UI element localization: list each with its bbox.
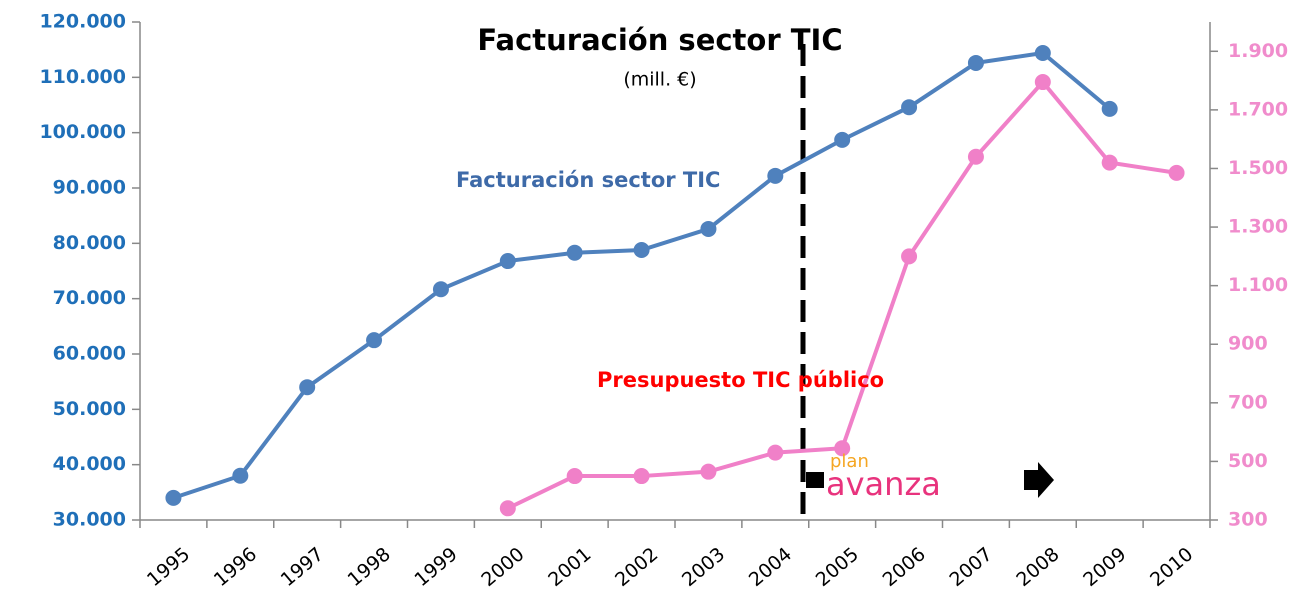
series-point <box>767 444 784 461</box>
series-point <box>834 131 851 148</box>
x-tick-label: 2001 <box>544 543 595 591</box>
x-tick-label: 2008 <box>1012 543 1063 591</box>
x-tick-label: 1995 <box>143 543 194 591</box>
series-point <box>1101 154 1118 171</box>
y-tick-label: 120.000 <box>39 11 126 33</box>
series-point <box>633 468 650 485</box>
y2-tick-label: 900 <box>1228 333 1268 355</box>
logo-arrow-left <box>806 472 824 488</box>
y-tick-label: 80.000 <box>53 232 126 254</box>
series-point <box>901 248 918 265</box>
x-tick-label: 1999 <box>411 543 462 591</box>
series-point <box>967 148 984 165</box>
series-point <box>1168 164 1185 181</box>
series-point <box>700 220 717 237</box>
series-point <box>901 99 918 116</box>
logo-arrow-right <box>1024 462 1054 498</box>
x-tick-label: 1997 <box>277 543 328 591</box>
series-label: Presupuesto TIC público <box>597 368 884 392</box>
series-point <box>1101 100 1118 117</box>
y-tick-label: 40.000 <box>53 453 126 475</box>
series-line <box>172 50 1111 500</box>
y-tick-label: 30.000 <box>53 509 126 531</box>
y2-tick-label: 1.100 <box>1228 274 1288 296</box>
x-tick-label: 2002 <box>611 543 662 591</box>
y2-tick-label: 300 <box>1228 509 1268 531</box>
y-tick-label: 70.000 <box>53 287 126 309</box>
y2-tick-label: 1.300 <box>1228 216 1288 238</box>
y2-tick-label: 1.500 <box>1228 157 1288 179</box>
x-tick-label: 2000 <box>477 543 528 591</box>
y2-tick-label: 700 <box>1228 391 1268 413</box>
x-tick-label: 1996 <box>210 543 261 591</box>
y-tick-label: 60.000 <box>53 343 126 365</box>
series-point <box>967 54 984 71</box>
x-tick-label: 2003 <box>678 543 729 591</box>
x-tick-label: 2009 <box>1079 543 1130 591</box>
x-tick-label: 2005 <box>812 543 863 591</box>
series-point <box>499 500 516 517</box>
y-tick-label: 50.000 <box>53 398 126 420</box>
series-point <box>165 489 182 506</box>
series-point <box>633 241 650 258</box>
y-tick-label: 110.000 <box>39 66 126 88</box>
x-tick-label: 1998 <box>344 543 395 591</box>
chart-subtitle: (mill. €) <box>623 69 696 91</box>
x-tick-label: 2004 <box>745 543 796 591</box>
series-point <box>366 332 383 349</box>
series-point <box>566 244 583 261</box>
y2-tick-label: 1.700 <box>1228 98 1288 120</box>
x-tick-label: 2010 <box>1146 543 1197 591</box>
y-tick-label: 100.000 <box>39 121 126 143</box>
y-tick-label: 90.000 <box>53 177 126 199</box>
series-point <box>700 463 717 480</box>
series-label: Facturación sector TIC <box>456 168 720 192</box>
y2-tick-label: 1.900 <box>1228 40 1288 62</box>
x-tick-label: 2007 <box>946 543 997 591</box>
series-point <box>1034 74 1051 91</box>
series-point <box>1034 44 1051 61</box>
series-point <box>232 467 249 484</box>
series-point <box>299 379 316 396</box>
series-point <box>767 167 784 184</box>
y2-tick-label: 500 <box>1228 450 1268 472</box>
series-point <box>499 253 516 270</box>
series-point <box>834 440 851 457</box>
chart-title: Facturación sector TIC <box>477 23 842 57</box>
series-point <box>566 468 583 485</box>
logo-text: avanza <box>826 465 941 503</box>
series-point <box>432 281 449 298</box>
logo-text: plan <box>830 451 869 472</box>
x-tick-label: 2006 <box>879 543 930 591</box>
